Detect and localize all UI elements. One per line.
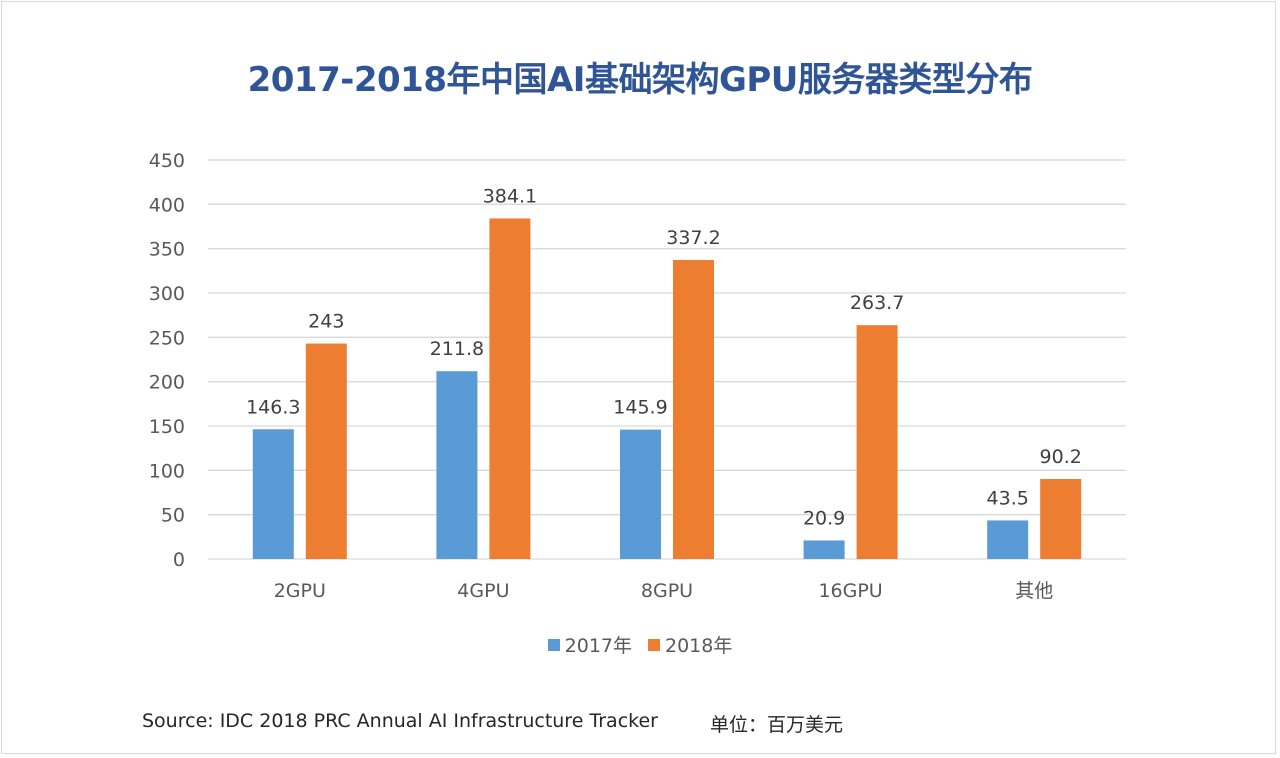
bar-2017-0[interactable] — [252, 429, 294, 559]
y-tick-label: 50 — [161, 505, 185, 527]
y-tick-label: 300 — [149, 283, 185, 305]
legend-label-2018: 2018年 — [665, 635, 733, 657]
bar-2017-2[interactable] — [620, 429, 661, 559]
x-category-label: 16GPU — [818, 580, 882, 602]
data-label: 384.1 — [483, 185, 537, 207]
data-label: 145.9 — [613, 397, 667, 419]
y-tick-label: 350 — [149, 239, 185, 261]
y-tick-label: 100 — [149, 460, 185, 482]
y-tick-label: 200 — [149, 372, 185, 394]
bar-2018-4[interactable] — [1040, 479, 1082, 559]
y-tick-label: 250 — [149, 327, 185, 349]
x-category-label: 其他 — [1015, 580, 1053, 602]
y-tick-label: 450 — [149, 150, 185, 172]
legend-swatch-2017 — [547, 638, 560, 651]
legend: 2017年 2018年 — [0, 631, 1280, 658]
x-axis-categories: 2GPU 4GPU 8GPU 16GPU 其他 — [274, 580, 1054, 602]
x-category-label: 8GPU — [641, 580, 693, 602]
data-label: 146.3 — [246, 396, 300, 418]
data-label: 211.8 — [430, 338, 484, 360]
bars — [252, 218, 1082, 559]
legend-item-2017[interactable]: 2017年 — [547, 631, 632, 658]
data-label: 243 — [308, 311, 344, 333]
data-label: 90.2 — [1040, 446, 1082, 468]
unit-note: 单位：百万美元 — [709, 714, 843, 736]
bar-2018-2[interactable] — [673, 260, 714, 559]
legend-label-2017: 2017年 — [564, 635, 632, 657]
x-category-label: 4GPU — [457, 580, 509, 602]
data-label: 43.5 — [987, 487, 1029, 509]
bar-2017-3[interactable] — [803, 540, 845, 559]
y-tick-label: 400 — [149, 194, 185, 216]
source-note: Source: IDC 2018 PRC Annual AI Infrastru… — [142, 710, 658, 732]
bar-2018-3[interactable] — [856, 325, 898, 559]
y-tick-label: 0 — [173, 549, 185, 571]
data-label: 263.7 — [850, 292, 904, 314]
y-tick-label: 150 — [149, 416, 185, 438]
bar-2018-0[interactable] — [305, 343, 347, 559]
x-category-label: 2GPU — [274, 580, 326, 602]
data-label: 337.2 — [666, 227, 720, 249]
data-labels: 146.3 243 211.8 384.1 145.9 337.2 20.9 263.7 43.… — [246, 185, 1082, 529]
bar-2017-1[interactable] — [436, 371, 478, 559]
gridlines — [208, 159, 1126, 560]
legend-swatch-2018 — [648, 638, 660, 651]
data-label: 20.9 — [803, 507, 845, 529]
chart-title: 2017-2018年中国AI基础架构GPU服务器类型分布 — [247, 60, 1033, 100]
bar-2018-1[interactable] — [489, 218, 531, 559]
bar-2017-4[interactable] — [987, 520, 1029, 559]
footer: Source: IDC 2018 PRC Annual AI Infrastru… — [142, 710, 843, 737]
legend-item-2018[interactable]: 2018年 — [648, 631, 732, 658]
y-axis-ticks: 0 50 100 150 200 250 300 350 400 450 — [149, 150, 185, 571]
